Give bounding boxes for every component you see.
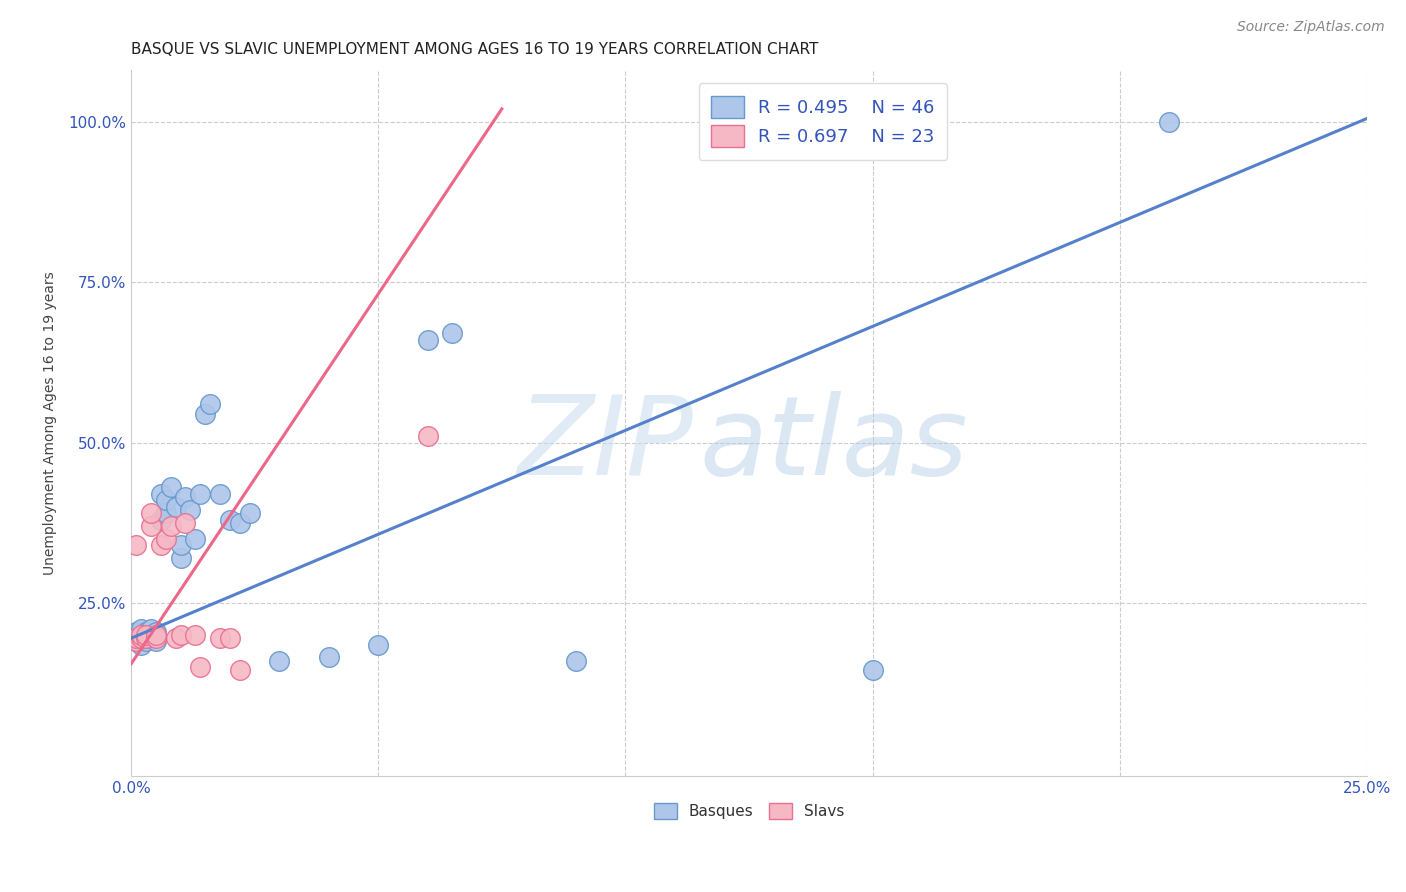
Legend: Basques, Slavs: Basques, Slavs [648,797,851,825]
Point [209,632,232,646]
Point [169,551,191,566]
Point [145,628,167,642]
Point [169,628,191,642]
Point [194,407,217,421]
Point [129,632,152,646]
Point [139,519,162,533]
Point [155,506,177,520]
Point [135,632,157,646]
Point [135,628,157,642]
Point [129,638,152,652]
Point [145,632,167,646]
Point [135,628,157,642]
Point [125,632,148,646]
Point [179,503,201,517]
Point [209,487,232,501]
Point [135,634,157,648]
Point [139,632,162,646]
Point [416,333,439,347]
Point [269,654,291,668]
Point [188,487,211,501]
Point [129,622,152,636]
Point [145,628,167,642]
Y-axis label: Unemployment Among Ages 16 to 19 years: Unemployment Among Ages 16 to 19 years [44,271,58,575]
Point [169,538,191,552]
Point [129,632,152,646]
Point [565,654,588,668]
Point [416,429,439,443]
Point [174,490,197,504]
Point [184,628,207,642]
Point [139,628,162,642]
Point [129,628,152,642]
Point [318,650,340,665]
Point [129,624,152,639]
Point [125,624,148,639]
Point [159,519,181,533]
Point [219,512,242,526]
Point [174,516,197,530]
Point [219,632,242,646]
Point [125,634,148,648]
Point [229,663,252,677]
Text: BASQUE VS SLAVIC UNEMPLOYMENT AMONG AGES 16 TO 19 YEARS CORRELATION CHART: BASQUE VS SLAVIC UNEMPLOYMENT AMONG AGES… [131,42,818,57]
Point [155,493,177,508]
Point [129,628,152,642]
Point [367,638,389,652]
Point [198,397,221,411]
Point [441,326,464,341]
Point [135,632,157,646]
Point [125,628,148,642]
Point [229,516,252,530]
Point [239,506,262,520]
Point [188,660,211,674]
Point [1159,114,1181,128]
Point [149,487,172,501]
Point [155,532,177,546]
Point [165,632,187,646]
Point [862,663,884,677]
Point [165,500,187,514]
Point [149,512,172,526]
Point [125,634,148,648]
Point [125,632,148,646]
Point [184,532,207,546]
Point [149,538,172,552]
Point [125,538,148,552]
Text: ZIP: ZIP [517,391,693,498]
Text: atlas: atlas [700,391,969,498]
Point [145,624,167,639]
Point [159,480,181,494]
Point [135,624,157,639]
Point [139,622,162,636]
Point [135,628,157,642]
Point [139,506,162,520]
Text: Source: ZipAtlas.com: Source: ZipAtlas.com [1237,20,1385,34]
Point [145,634,167,648]
